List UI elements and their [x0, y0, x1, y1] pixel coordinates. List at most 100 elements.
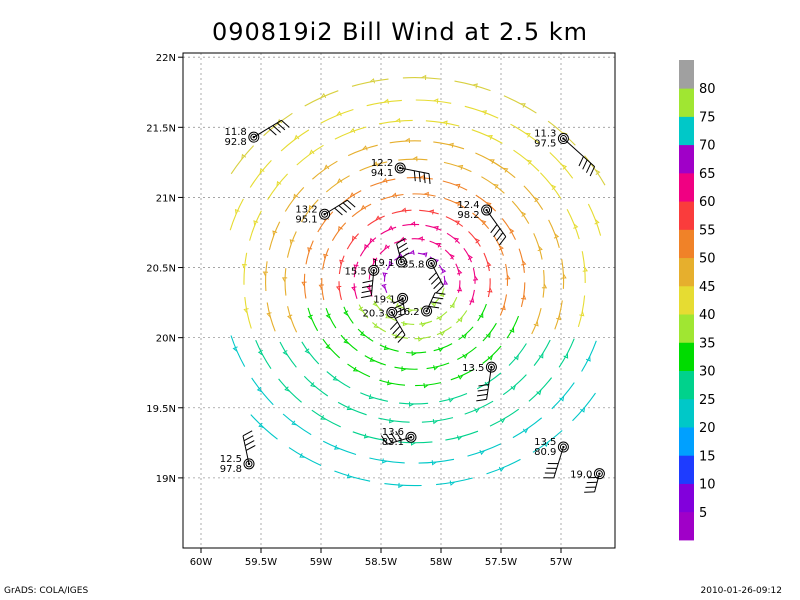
wind-barb-feather — [428, 173, 431, 185]
streamline-arrow — [241, 263, 248, 269]
streamline-arrow — [498, 245, 504, 251]
streamline-segment — [508, 343, 527, 366]
colorbar-label: 35 — [699, 336, 716, 351]
station-ring-icon — [559, 443, 567, 451]
streamline-arrow — [304, 348, 310, 354]
streamline-arrow — [509, 228, 515, 234]
streamline-arrow — [383, 345, 390, 351]
streamline-arrow — [325, 313, 331, 319]
wind-barb-feather — [589, 166, 596, 177]
streamline-arrow — [346, 405, 353, 411]
streamline-arrow — [550, 184, 557, 190]
streamline-segment — [267, 173, 288, 200]
lat-tick-label: 21.5N — [146, 123, 176, 134]
streamline-segment — [450, 368, 475, 381]
streamline-arrow — [387, 225, 394, 231]
streamline-segment — [265, 261, 268, 292]
station: 19.1 — [373, 292, 409, 319]
streamline-arrow — [381, 458, 388, 464]
streamline-segment — [542, 270, 545, 298]
streamline-segment — [230, 145, 254, 175]
page-title: 090819i2 Bill Wind at 2.5 km — [211, 18, 589, 46]
streamline-arrow — [232, 346, 238, 352]
streamline-arrow — [387, 380, 393, 386]
streamline-segment — [417, 252, 427, 256]
streamline-arrow — [262, 271, 269, 277]
wind-barb-staff — [430, 263, 444, 287]
streamline-arrow — [472, 83, 478, 89]
streamline-arrow — [409, 249, 415, 255]
station-label-2: 98.2 — [457, 210, 479, 221]
streamline-segment — [501, 218, 516, 240]
streamline-arrow — [299, 452, 305, 458]
streamline-segment — [394, 366, 418, 370]
streamline-arrow — [343, 310, 349, 316]
colorbar-swatch — [679, 370, 694, 400]
colorbar-label: 50 — [699, 252, 716, 267]
wind-barb-feather — [393, 303, 404, 309]
streamline-arrow — [449, 253, 455, 260]
streamline-segment — [533, 339, 551, 366]
wind-barb-feather — [389, 321, 398, 330]
streamline-arrow — [259, 168, 265, 174]
grid-lines — [183, 53, 615, 548]
streamline-segment — [457, 346, 477, 360]
colorbar-label: 80 — [699, 82, 716, 97]
streamline-arrow — [449, 480, 455, 486]
streamline-arrow — [334, 444, 340, 450]
streamline-segment — [296, 144, 324, 166]
streamline-arrow — [431, 301, 437, 308]
wind-barb-feather — [499, 236, 507, 246]
wind-barb-feather — [476, 398, 487, 402]
wind-barb-feather — [413, 170, 416, 182]
streamline-segment — [566, 208, 580, 240]
streamline-segment — [322, 440, 357, 456]
streamline-segment — [518, 248, 525, 273]
streamline-arrow — [399, 236, 406, 242]
streamline-arrow — [335, 285, 342, 291]
streamline-segment — [477, 303, 487, 322]
streamline-segment — [475, 152, 503, 169]
streamline-segment — [379, 379, 406, 386]
station-ring-icon — [483, 206, 491, 214]
streamline-arrow — [310, 382, 316, 388]
lat-tick-label: 22N — [156, 53, 176, 64]
streamline-arrow — [432, 419, 438, 425]
streamline-arrow — [383, 98, 389, 104]
station: 19.1 — [372, 237, 410, 269]
streamline-arrow — [510, 385, 516, 391]
streamline-arrow — [585, 356, 591, 362]
streamline-arrow — [457, 164, 464, 170]
streamline-arrow — [520, 103, 526, 108]
station-ring-icon — [245, 460, 253, 468]
streamline-arrow — [353, 264, 359, 270]
streamline-segment — [399, 402, 429, 405]
wind-barb-feather — [493, 228, 501, 238]
streamline-arrow — [320, 92, 327, 99]
wind-barb-staff — [402, 298, 406, 314]
streamline-segment — [249, 210, 262, 241]
station: 16.2 — [397, 292, 446, 318]
wind-barb-staff — [396, 243, 402, 263]
streamline-segment — [263, 112, 293, 137]
streamline-segment — [558, 338, 575, 368]
station: 15.5 — [345, 264, 380, 299]
streamline-segment — [469, 289, 475, 306]
streamline-arrow — [478, 312, 484, 319]
lon-tick-label: 58.5W — [365, 557, 397, 568]
station: 13.295.1 — [295, 199, 356, 225]
streamline-segment — [415, 99, 452, 104]
streamline-arrow — [438, 347, 444, 353]
streamline-arrow — [487, 355, 493, 361]
streamline-segment — [244, 297, 252, 329]
streamline-arrow — [533, 321, 539, 327]
streamline-arrow — [541, 283, 548, 289]
streamline-arrow — [388, 260, 394, 267]
streamline-segment — [520, 282, 526, 308]
streamline-segment — [513, 149, 540, 172]
streamline-arrow — [325, 344, 331, 350]
wind-barb-staff — [370, 270, 375, 296]
colorbar-label: 60 — [699, 195, 716, 210]
station-ring-icon — [423, 307, 431, 315]
streamline-segment — [548, 219, 560, 248]
